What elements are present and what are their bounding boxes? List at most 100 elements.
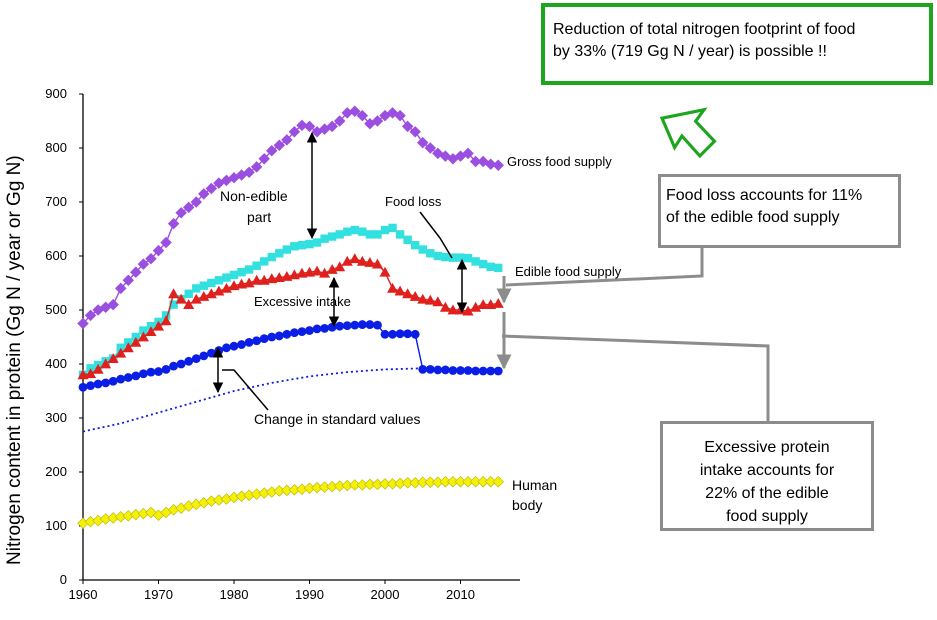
data-point — [394, 285, 406, 296]
series-excessive-intake — [78, 320, 503, 392]
data-point — [485, 299, 497, 309]
data-point — [100, 358, 112, 369]
data-point — [182, 201, 195, 214]
data-point — [478, 366, 488, 376]
data-point — [116, 374, 126, 384]
series-change-in-standard-values — [82, 367, 423, 433]
data-point — [220, 282, 232, 293]
data-point — [139, 369, 148, 379]
annotation-excessive-intake: Excessive intake — [254, 294, 351, 309]
y-tick-label: 900 — [45, 86, 67, 101]
series-human-body — [77, 475, 504, 530]
annotation-change-standard: Change in standard values — [254, 411, 421, 427]
data-point — [418, 245, 427, 254]
data-point — [288, 126, 301, 138]
data-point — [237, 340, 246, 349]
data-point — [463, 366, 473, 375]
data-point — [77, 317, 89, 330]
food-loss-callout-line-1: Food loss accounts for 11% — [666, 187, 863, 204]
data-point — [447, 304, 459, 315]
data-point — [432, 296, 444, 307]
data-point — [441, 252, 450, 262]
data-point — [371, 115, 384, 127]
series-line — [82, 257, 499, 376]
data-point — [417, 136, 429, 149]
data-point — [424, 142, 437, 154]
data-point — [85, 368, 97, 379]
data-point — [484, 475, 497, 488]
data-point — [402, 288, 414, 299]
data-point — [190, 196, 202, 208]
data-point — [448, 253, 458, 262]
data-point — [145, 252, 157, 265]
data-point — [244, 338, 254, 347]
data-point — [175, 207, 187, 219]
data-point — [259, 334, 269, 344]
data-point — [486, 366, 496, 376]
series-food-loss — [77, 253, 504, 380]
data-point — [373, 320, 382, 330]
data-point — [492, 159, 504, 172]
data-point — [206, 348, 216, 358]
data-point — [137, 258, 150, 270]
data-point — [439, 150, 452, 162]
data-point — [409, 126, 421, 138]
food-loss-leader — [419, 211, 453, 259]
data-point — [424, 476, 437, 488]
data-point — [364, 256, 376, 267]
data-point — [477, 155, 489, 168]
data-point — [469, 475, 482, 488]
data-point — [304, 266, 315, 277]
data-point — [250, 161, 263, 173]
data-point — [364, 478, 376, 491]
reduction-callout: Reduction of total nitrogen footprint of… — [541, 3, 933, 85]
x-tick-label: 1970 — [144, 587, 173, 602]
data-point — [243, 166, 255, 179]
data-point — [251, 274, 263, 285]
standard-change-leader — [222, 369, 269, 411]
data-point — [169, 361, 179, 371]
data-point — [365, 230, 375, 239]
label-edible-food-supply: Edible food supply — [515, 264, 622, 279]
data-point — [341, 255, 353, 266]
data-point — [349, 479, 361, 491]
data-point — [168, 288, 180, 299]
data-point — [401, 120, 414, 133]
data-point — [342, 321, 352, 331]
y-tick-label: 300 — [45, 410, 67, 425]
data-point — [439, 301, 451, 312]
data-point — [411, 241, 420, 250]
data-point — [78, 382, 88, 392]
data-point — [403, 329, 413, 339]
food-loss-connector — [505, 248, 704, 287]
food-loss-callout-line-2: of the edible food supply — [666, 209, 840, 226]
data-point — [471, 257, 480, 266]
data-point — [183, 299, 195, 309]
data-point — [494, 263, 503, 273]
data-point — [388, 223, 397, 233]
data-point — [198, 188, 210, 200]
label-gross-food-supply: Gross food supply — [507, 154, 612, 169]
data-point — [122, 342, 134, 353]
data-point — [349, 105, 361, 118]
y-tick-label: 400 — [45, 356, 67, 371]
data-point — [356, 255, 368, 266]
data-point — [477, 299, 489, 309]
data-point — [439, 475, 452, 488]
data-point — [320, 234, 329, 243]
data-point — [92, 363, 104, 374]
data-point — [401, 477, 414, 489]
data-point — [191, 354, 201, 363]
data-point — [130, 336, 142, 347]
data-point — [371, 258, 383, 269]
data-point — [312, 238, 322, 247]
excess-callout-line-1: Excessive protein — [704, 439, 830, 456]
data-point — [441, 365, 450, 375]
data-point — [425, 365, 435, 374]
data-point — [433, 251, 443, 261]
data-point — [395, 230, 405, 239]
data-point — [86, 381, 95, 390]
excess-callout-line-4: food supply — [726, 508, 808, 525]
y-axis-label: Nitrogen content in protein (Gg N / year… — [4, 155, 25, 565]
